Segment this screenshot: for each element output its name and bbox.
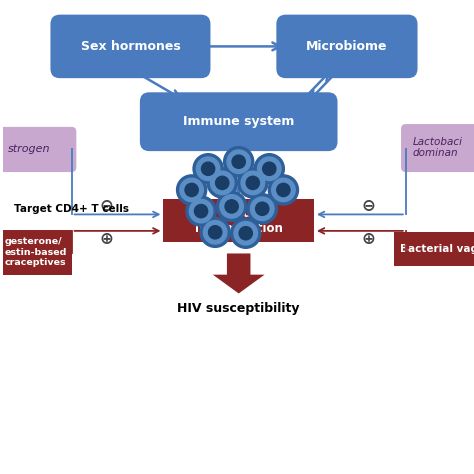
Circle shape	[272, 178, 295, 201]
Circle shape	[217, 191, 246, 221]
Circle shape	[257, 157, 281, 181]
Circle shape	[209, 226, 222, 239]
FancyBboxPatch shape	[394, 232, 474, 266]
Text: Target CD4+ T cells: Target CD4+ T cells	[14, 204, 129, 214]
FancyBboxPatch shape	[164, 200, 314, 242]
FancyBboxPatch shape	[0, 127, 76, 172]
FancyBboxPatch shape	[276, 15, 418, 78]
Text: strogen: strogen	[8, 145, 51, 155]
Circle shape	[225, 200, 238, 213]
Circle shape	[193, 154, 223, 184]
Circle shape	[232, 155, 246, 168]
Circle shape	[277, 183, 290, 197]
Circle shape	[216, 176, 229, 190]
Circle shape	[186, 196, 216, 226]
Circle shape	[201, 162, 215, 175]
Circle shape	[189, 200, 213, 223]
Circle shape	[180, 178, 203, 201]
FancyBboxPatch shape	[50, 15, 210, 78]
Polygon shape	[213, 254, 264, 293]
Circle shape	[268, 175, 299, 205]
Text: gesterone/
estin-based
craceptives: gesterone/ estin-based craceptives	[4, 237, 67, 267]
Text: Sex hormones: Sex hormones	[81, 40, 180, 53]
Circle shape	[196, 157, 220, 181]
Text: Microbiome: Microbiome	[306, 40, 388, 53]
Text: Tissue
inflammation: Tissue inflammation	[195, 207, 283, 235]
Circle shape	[210, 171, 234, 195]
Text: ⊖: ⊖	[361, 197, 375, 215]
Circle shape	[224, 146, 254, 177]
Text: ⊕: ⊕	[100, 230, 114, 248]
Text: ⊖: ⊖	[100, 197, 114, 215]
Text: ⊕: ⊕	[361, 230, 375, 248]
Circle shape	[220, 195, 243, 218]
Circle shape	[234, 221, 257, 245]
Text: Bacterial vag: Bacterial vag	[400, 244, 474, 254]
Circle shape	[231, 218, 261, 248]
Circle shape	[238, 168, 268, 198]
Circle shape	[227, 150, 250, 173]
Circle shape	[247, 194, 277, 224]
Circle shape	[203, 220, 227, 244]
Circle shape	[254, 154, 284, 184]
Circle shape	[194, 204, 208, 218]
Circle shape	[200, 217, 230, 247]
Circle shape	[255, 202, 269, 215]
FancyBboxPatch shape	[140, 92, 337, 151]
Circle shape	[246, 176, 259, 190]
Circle shape	[263, 162, 276, 175]
Circle shape	[177, 175, 207, 205]
Text: Immune system: Immune system	[183, 115, 294, 128]
FancyBboxPatch shape	[0, 230, 72, 274]
Text: Lactobaci
dominan: Lactobaci dominan	[413, 137, 463, 158]
Circle shape	[241, 171, 264, 195]
Circle shape	[250, 197, 274, 220]
Circle shape	[185, 183, 198, 197]
FancyBboxPatch shape	[401, 124, 474, 172]
Circle shape	[239, 227, 252, 240]
Circle shape	[207, 168, 237, 198]
Text: HIV susceptibility: HIV susceptibility	[177, 302, 300, 315]
